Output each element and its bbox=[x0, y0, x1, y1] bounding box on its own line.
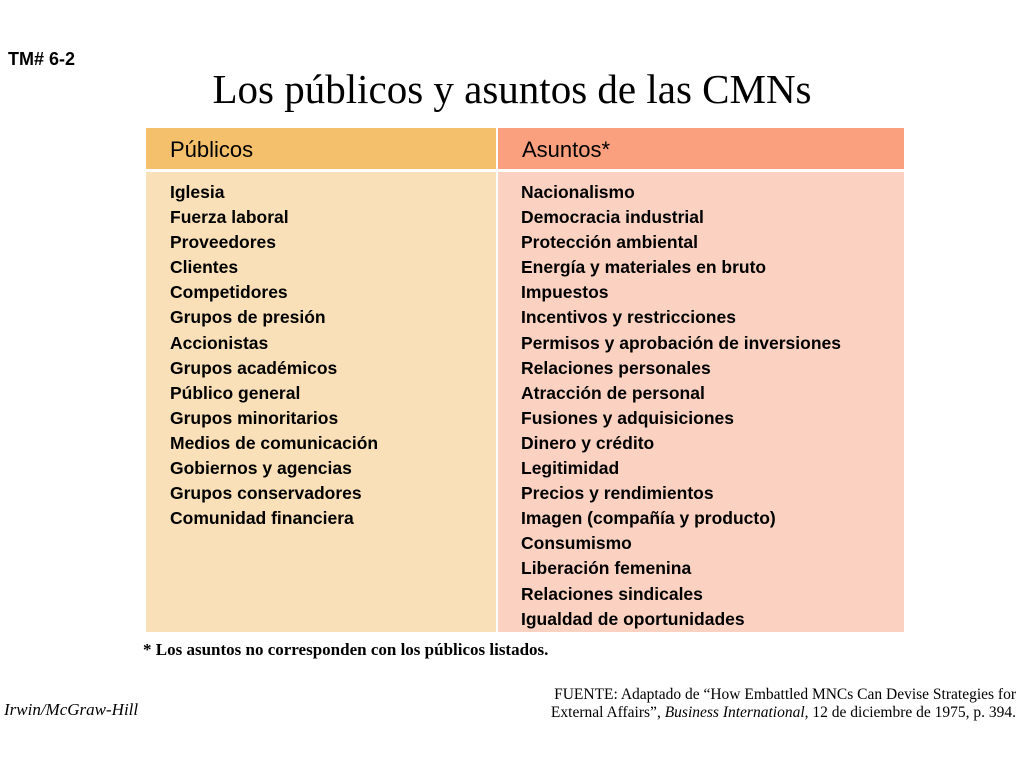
publics-issues-table: Públicos Asuntos* Iglesia Fuerza laboral P… bbox=[146, 128, 904, 632]
asunto-item: Atracción de personal bbox=[521, 382, 705, 403]
publico-item: Grupos conservadores bbox=[170, 483, 362, 504]
column-divider bbox=[496, 128, 498, 632]
source-journal: Business International bbox=[664, 704, 805, 721]
asunto-item: Fusiones y adquisiciones bbox=[521, 407, 734, 428]
publico-item: Accionistas bbox=[170, 332, 269, 353]
asunto-item: Legitimidad bbox=[521, 458, 620, 479]
asunto-item: Protección ambiental bbox=[521, 232, 698, 253]
asuntos-list: Nacionalismo Democracia industrial Protecc… bbox=[498, 172, 904, 632]
publico-item: Público general bbox=[170, 382, 301, 403]
footnote: * Los asuntos no corresponden con los pú… bbox=[143, 640, 549, 659]
slide-tag: TM# 6-2 bbox=[8, 49, 76, 69]
header-divider bbox=[146, 169, 904, 172]
asunto-item: Incentivos y restricciones bbox=[521, 307, 736, 328]
asunto-item: Precios y rendimientos bbox=[521, 483, 714, 504]
publico-item: Grupos de presión bbox=[170, 307, 326, 328]
asunto-item: Igualdad de oportunidades bbox=[521, 608, 745, 629]
asunto-item: Nacionalismo bbox=[521, 182, 635, 202]
asunto-item: Imagen (compañía y producto) bbox=[521, 508, 776, 529]
source-citation: FUENTE: Adaptado de “How Embattled MNCs … bbox=[551, 686, 1016, 722]
publico-item: Grupos académicos bbox=[170, 357, 338, 378]
source-line-2-post: , 12 de diciembre de 1975, p. 394. bbox=[804, 704, 1016, 721]
publico-item: Medios de comunicación bbox=[170, 432, 379, 453]
asunto-item: Democracia industrial bbox=[521, 207, 704, 228]
publisher-label: Irwin/McGraw-Hill bbox=[4, 700, 139, 719]
publico-item: Comunidad financiera bbox=[170, 508, 354, 529]
page-title: Los públicos y asuntos de las CMNs bbox=[212, 66, 812, 112]
asunto-item: Consumismo bbox=[521, 533, 632, 554]
asunto-item: Liberación femenina bbox=[521, 558, 692, 579]
publico-item: Iglesia bbox=[170, 182, 225, 202]
asunto-item: Relaciones sindicales bbox=[521, 583, 703, 604]
asunto-item: Impuestos bbox=[521, 282, 609, 303]
publico-item: Grupos minoritarios bbox=[170, 407, 339, 428]
asunto-item: Relaciones personales bbox=[521, 357, 711, 378]
publico-item: Gobiernos y agencias bbox=[170, 458, 352, 479]
publicos-header: Públicos bbox=[146, 128, 496, 169]
asuntos-header: Asuntos* bbox=[498, 128, 904, 169]
source-line-1: FUENTE: Adaptado de “How Embattled MNCs … bbox=[554, 686, 1016, 703]
asunto-item: Dinero y crédito bbox=[521, 432, 655, 453]
source-line-2-pre: External Affairs”, bbox=[550, 704, 665, 721]
source-line-2: External Affairs”, Business Internationa… bbox=[551, 704, 1016, 722]
asunto-item: Energía y materiales en bruto bbox=[521, 257, 767, 278]
publico-item: Fuerza laboral bbox=[170, 207, 289, 228]
publico-item: Competidores bbox=[170, 282, 288, 303]
publico-item: Clientes bbox=[170, 257, 239, 278]
publicos-list: Iglesia Fuerza laboral Proveedores Clientes… bbox=[146, 172, 496, 632]
publico-item: Proveedores bbox=[170, 232, 277, 253]
asunto-item: Permisos y aprobación de inversiones bbox=[521, 332, 841, 353]
